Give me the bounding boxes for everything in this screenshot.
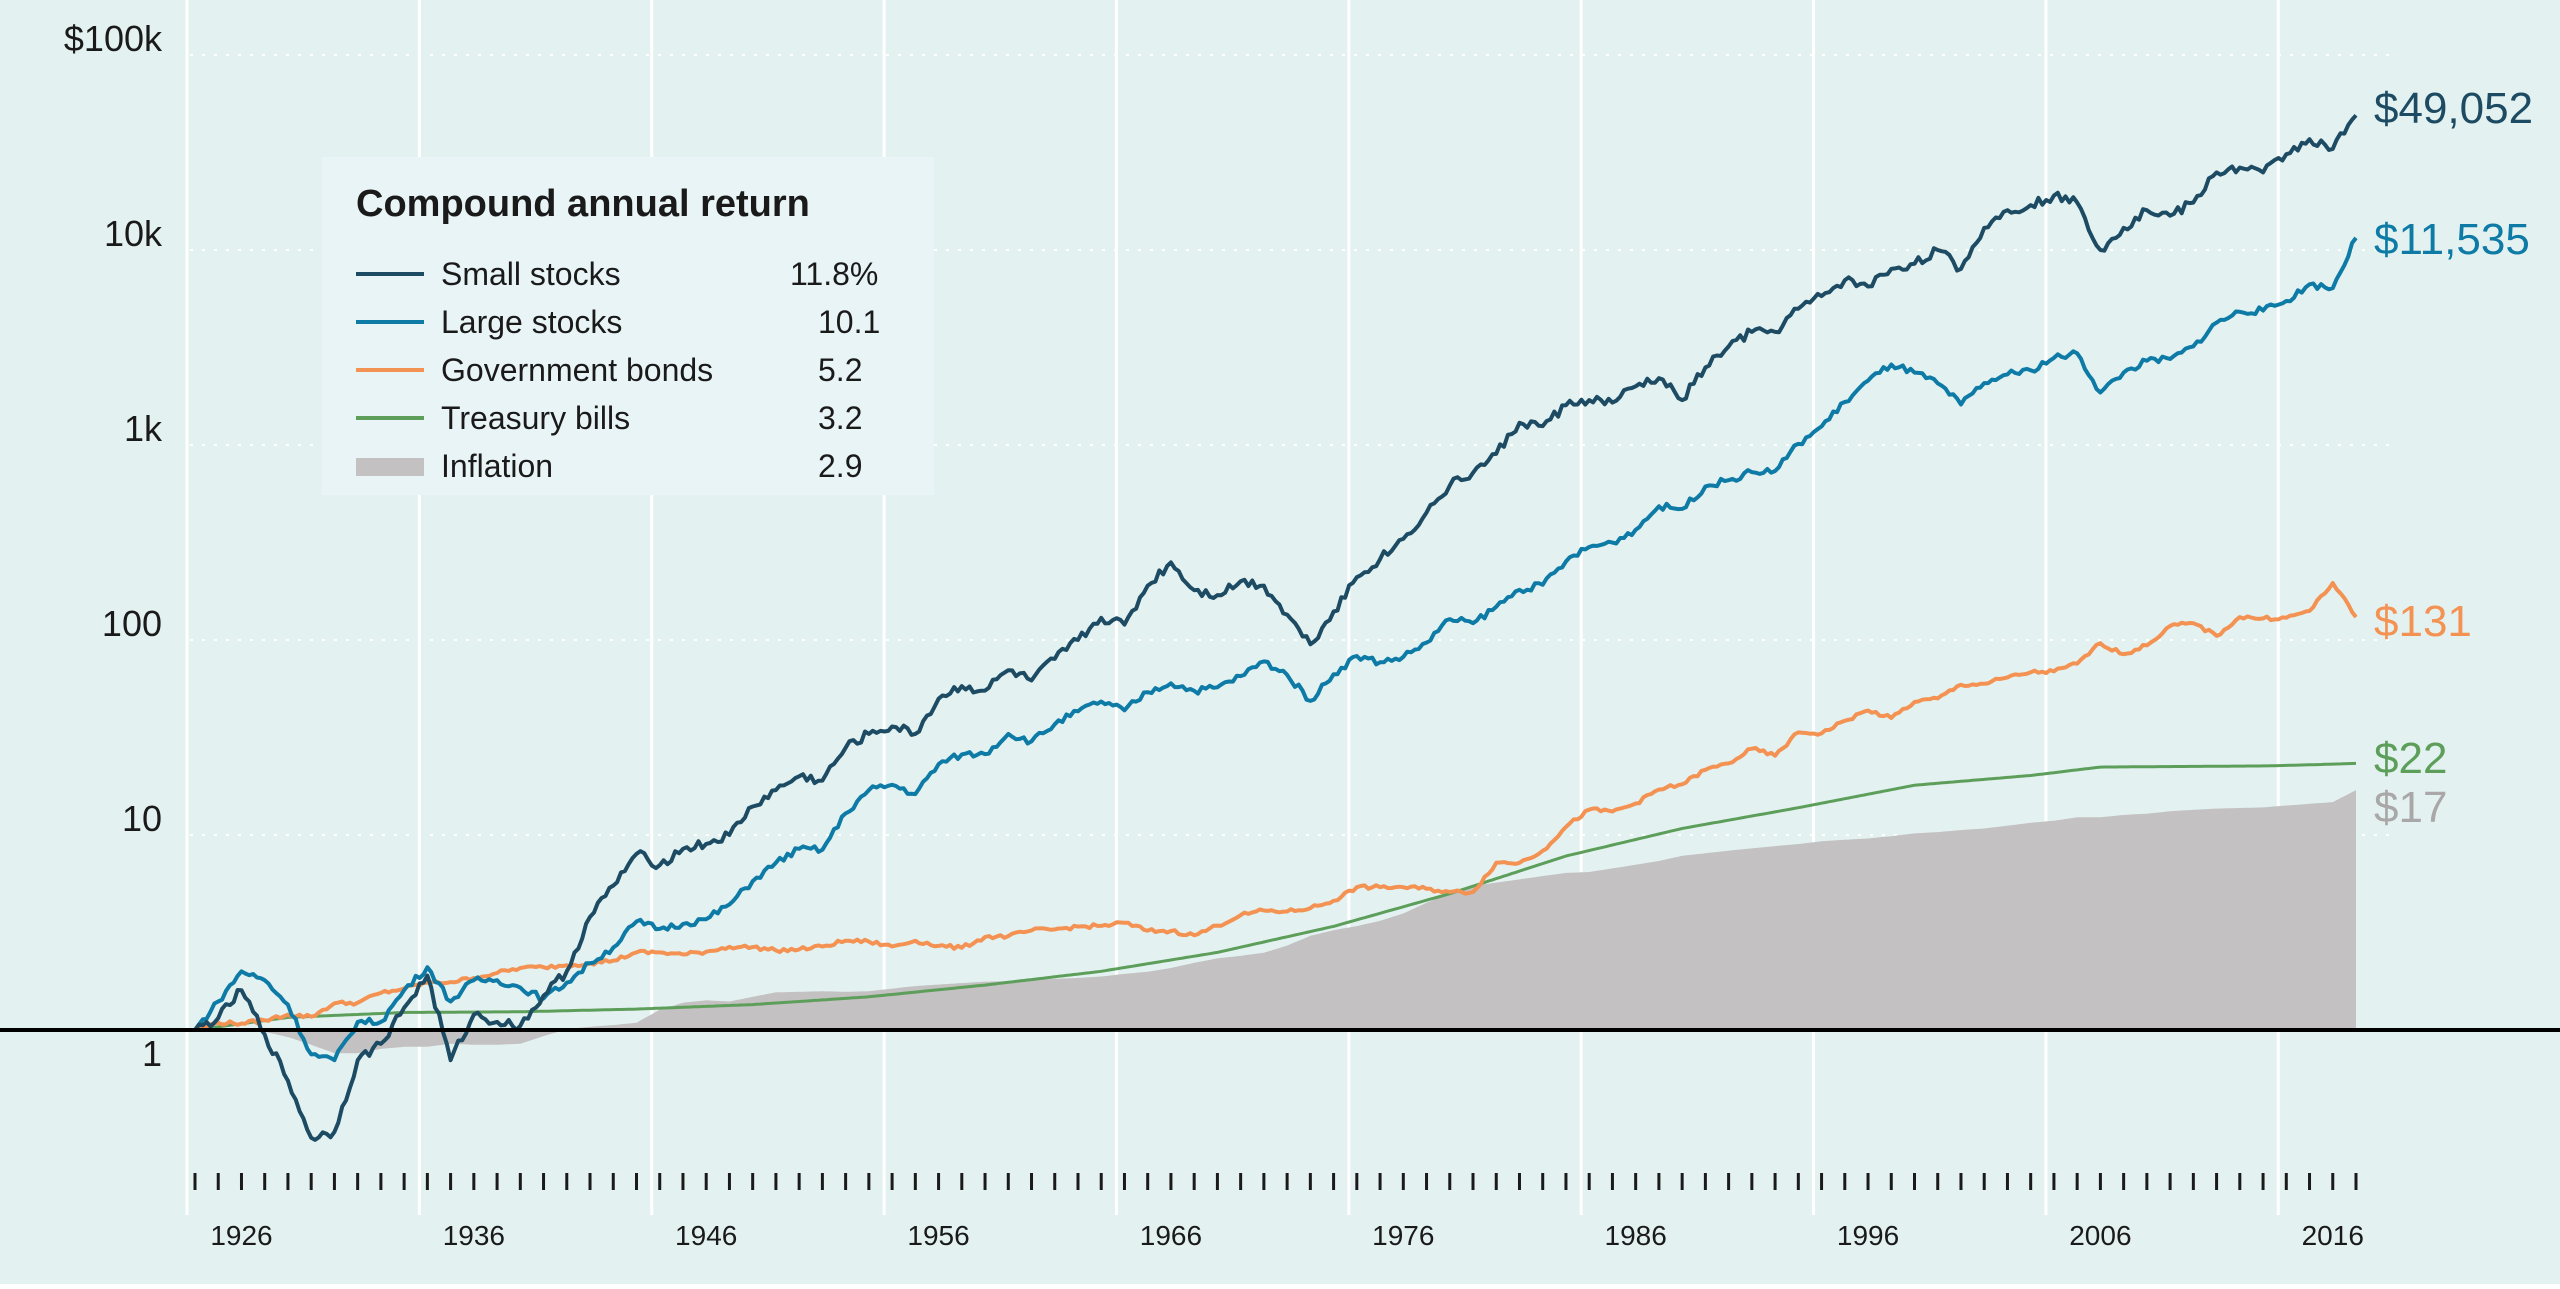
end-label-inflation: $17: [2374, 783, 2447, 832]
y-tick-label: 10: [122, 798, 162, 839]
legend-label-large: Large stocks: [441, 304, 622, 340]
series-end-labels: $49,052 $11,535 $131 $22$17: [2374, 84, 2533, 832]
end-label-small: $49,052: [2374, 84, 2533, 133]
y-axis: 1 10 100 1k 10k $100k: [64, 18, 163, 1074]
y-tick-label: 100: [102, 603, 162, 644]
x-tick-label: 1946: [675, 1220, 737, 1251]
x-tick-label: 2006: [2069, 1220, 2131, 1251]
legend-label-bonds: Government bonds: [441, 352, 713, 388]
legend: Compound annual return Small stocks 11.8%…: [322, 157, 934, 495]
legend-value-large: 10.1: [818, 304, 880, 340]
series-area-inflation: [195, 790, 2356, 1054]
y-tick-label: 1k: [124, 408, 163, 449]
y-tick-label: 10k: [104, 213, 163, 254]
y-tick-label: $100k: [64, 18, 163, 59]
x-tick-label: 1956: [907, 1220, 969, 1251]
legend-value-bills: 3.2: [818, 400, 862, 436]
series-line-bonds: [194, 581, 2358, 1032]
end-label-bills: $22: [2374, 734, 2447, 783]
legend-background: [322, 157, 934, 495]
end-label-bonds: $131: [2374, 597, 2472, 646]
x-tick-label: 1976: [1372, 1220, 1434, 1251]
legend-value-inflation: 2.9: [818, 448, 862, 484]
x-tick-label: 2016: [2302, 1220, 2364, 1251]
legend-label-bills: Treasury bills: [441, 400, 630, 436]
series-line-large: [193, 236, 2358, 1063]
legend-entries: Small stocks 11.8% Large stocks 10.1 Governm…: [356, 256, 880, 484]
legend-label-small: Small stocks: [441, 256, 621, 292]
x-tick-label: 1926: [210, 1220, 272, 1251]
plot-area: [193, 113, 2358, 1142]
y-tick-label: 1: [142, 1033, 162, 1074]
series-line-bills: [194, 761, 2357, 1032]
legend-value-bonds: 5.2: [818, 352, 862, 388]
x-axis: 1926 1936 1946 1956 1966 1976 1986 1996 2006 2016: [193, 1173, 2364, 1251]
legend-label-inflation: Inflation: [441, 448, 553, 484]
x-tick-label: 1996: [1837, 1220, 1899, 1251]
legend-swatch-inflation: [356, 458, 424, 476]
end-label-large: $11,535: [2374, 215, 2530, 264]
x-tick-label: 1986: [1605, 1220, 1667, 1251]
series-line-small: [193, 113, 2358, 1142]
legend-value-small: 11.8%: [790, 256, 878, 292]
x-tick-label: 1936: [443, 1220, 505, 1251]
x-tick-label: 1966: [1140, 1220, 1202, 1251]
legend-title: Compound annual return: [356, 183, 810, 225]
